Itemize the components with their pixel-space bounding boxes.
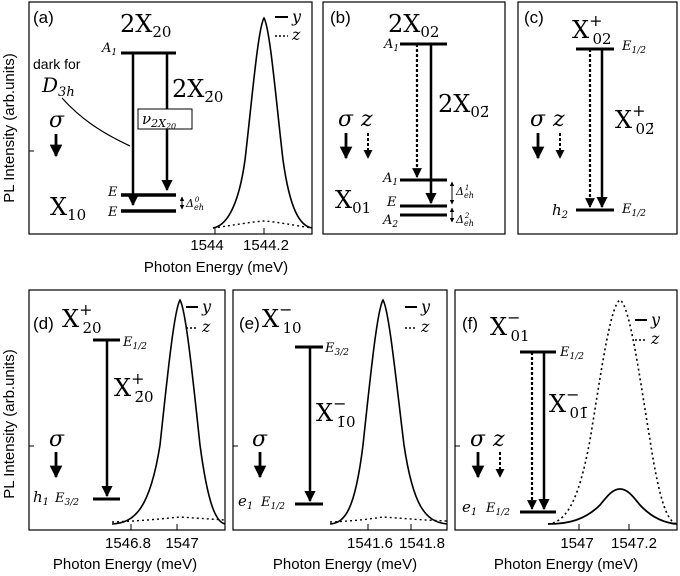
panel-e-bottom-level: E1/2 (260, 495, 285, 512)
panel-a-spectrum-z (212, 220, 313, 229)
panel-a-tag: (a) (33, 8, 54, 27)
panel-b-level-e: E (386, 195, 397, 210)
panel-f-xtick-label-2: 1547.2 (611, 535, 657, 552)
panel-d-legend-y: y (201, 297, 212, 316)
panel-b: (b) 2X02 A1 A1 E A2 X01 2X02̄ σ z (322, 1, 506, 235)
panel-c-top-level: E1/2 (621, 39, 646, 56)
panel-a-frame (28, 1, 313, 235)
panel-d: (d) y z 1546.8 1547 X+ 20 E1/2 h1 E3/2 X+… (28, 289, 226, 552)
panel-d-xtick-label-2: 1547 (165, 535, 198, 552)
panel-b-level-a1-top: A1 (383, 37, 399, 54)
panel-f-xtick-label-1: 1547 (560, 535, 593, 552)
panel-e: (e) y z 1541.6 1541.8 X− 10 E3/2 e1 E1/2 … (232, 289, 448, 552)
panel-d-transition-label: X+ 2̄0 (114, 369, 154, 406)
panel-d-top-level: E1/2 (122, 335, 147, 352)
y-axis-label-bottom: PL Intensity (arb.units) (1, 349, 18, 499)
panel-b-z: z (360, 107, 373, 132)
panel-f-top-state: X− 01 (490, 308, 530, 345)
panel-e-transition-label: X− 1̄0 (316, 394, 356, 431)
y-axis-label-top: PL Intensity (arb.units) (1, 53, 18, 203)
panel-b-frame (322, 1, 506, 235)
panel-c-sigma: σ (530, 107, 546, 132)
panel-f-spectrum-z (547, 299, 678, 525)
panel-f-tag: (f) (462, 314, 478, 333)
panel-b-top-state: 2X02 (388, 10, 439, 41)
panel-a-dark-note-pointer (61, 97, 131, 147)
panel-a: (a) y z 1544 1544.2 2X20 A1 E E X10 (28, 1, 313, 254)
panel-a-level-a1: A1 (101, 41, 117, 58)
panel-e-legend-y: y (420, 297, 431, 316)
panel-a-level-e-lower: E (107, 205, 118, 220)
panel-d-bottom-level: E3/2 (54, 491, 79, 508)
panel-e-spectrum-y (329, 298, 448, 525)
x-axis-label-a: Photon Energy (meV) (144, 259, 288, 276)
panel-a-nu-box (137, 108, 193, 130)
panel-e-sigma: σ (252, 427, 268, 452)
panel-d-sigma: σ (49, 427, 65, 452)
panel-e-xtick-label-2: 1541.8 (399, 535, 445, 552)
panel-b-transition-label: 2X02̄ (438, 90, 489, 121)
panel-e-spectrum-z (329, 516, 448, 523)
panel-e-top-state: X− 10 (262, 300, 302, 337)
panel-d-tag: (d) (33, 314, 54, 333)
panel-a-dark-note-line1: dark for (33, 56, 81, 72)
panel-c-z: z (552, 107, 565, 132)
panel-f-transition-label: X− 01̄ (549, 385, 589, 422)
panel-c-transition-label: X+ 02̄ (615, 101, 655, 138)
panel-a-sigma: σ (49, 108, 65, 133)
panel-e-tag: (e) (239, 314, 260, 333)
panel-c: (c) X+ 02 E1/2 h2 E1/2 X+ 02̄ σ z (517, 1, 678, 235)
x-axis-label-d: Photon Energy (meV) (53, 556, 197, 573)
panel-a-xtick-label-2: 1544.2 (243, 237, 289, 254)
panel-f-spectrum-y (547, 488, 678, 525)
panel-a-legend-y: y (291, 7, 302, 26)
panel-d-top-state: X+ 20 (62, 300, 102, 337)
panel-a-delta-label: Δeh0 (185, 196, 204, 212)
panel-a-level-e-upper: E (107, 185, 118, 200)
panel-b-level-a2: A2 (382, 213, 398, 230)
panel-c-bottom-label: h2 (552, 201, 568, 221)
panel-f-z: z (492, 427, 505, 452)
panel-d-legend-z: z (201, 317, 211, 336)
panel-e-bottom-label: e1 (238, 492, 253, 512)
panel-d-spectrum-z (111, 516, 226, 523)
panel-b-bottom-state: X01 (335, 186, 371, 217)
panel-c-tag: (c) (524, 8, 544, 27)
panel-f-sigma: σ (470, 427, 486, 452)
panel-a-top-state: 2X20 (120, 10, 171, 41)
panel-e-legend-z: z (420, 317, 430, 336)
panel-a-transition-label: 2X2̄0 (172, 75, 223, 106)
panel-c-bottom-level: E1/2 (621, 202, 646, 219)
panel-a-legend-z: z (291, 25, 301, 44)
panel-a-xtick-label-1: 1544 (190, 237, 223, 254)
x-axis-label-f: Photon Energy (meV) (494, 556, 638, 573)
panel-c-frame (517, 1, 678, 235)
panel-f-legend-z: z (650, 329, 660, 348)
panel-c-top-state: X+ 02 (572, 11, 612, 48)
panel-f-bottom-level: E1/2 (485, 501, 510, 518)
panel-b-delta2-label: Δeh2 (455, 212, 474, 228)
panel-b-sigma: σ (338, 107, 354, 132)
x-axis-label-e: Photon Energy (meV) (273, 556, 417, 573)
panel-a-nu-label: ν2X20 (142, 110, 176, 131)
panel-f-legend-y: y (650, 310, 661, 329)
panel-d-spectrum-y (111, 298, 226, 525)
panel-b-level-a1: A1 (382, 171, 398, 188)
panel-d-bottom-label: h1 (33, 488, 49, 508)
panel-e-frame (232, 289, 448, 531)
panel-f: (f) y z 1547 1547.2 X− 01 E1/2 e1 E1/2 X−… (454, 289, 678, 552)
panel-b-delta1-label: Δeh1 (455, 184, 474, 200)
panel-f-top-level: E1/2 (559, 345, 584, 362)
panel-a-dark-note-sym: D3h (41, 73, 75, 100)
panel-a-bottom-state: X10 (50, 193, 86, 224)
panel-f-frame (454, 289, 678, 531)
panel-f-bottom-label: e1 (462, 498, 477, 518)
panel-b-tag: (b) (330, 8, 351, 27)
panel-e-xtick-label-1: 1541.6 (347, 535, 393, 552)
panel-a-spectrum-y (212, 16, 313, 229)
panel-d-frame (28, 289, 226, 531)
panel-e-top-level: E3/2 (324, 341, 349, 358)
panel-d-xtick-label-1: 1546.8 (105, 535, 151, 552)
